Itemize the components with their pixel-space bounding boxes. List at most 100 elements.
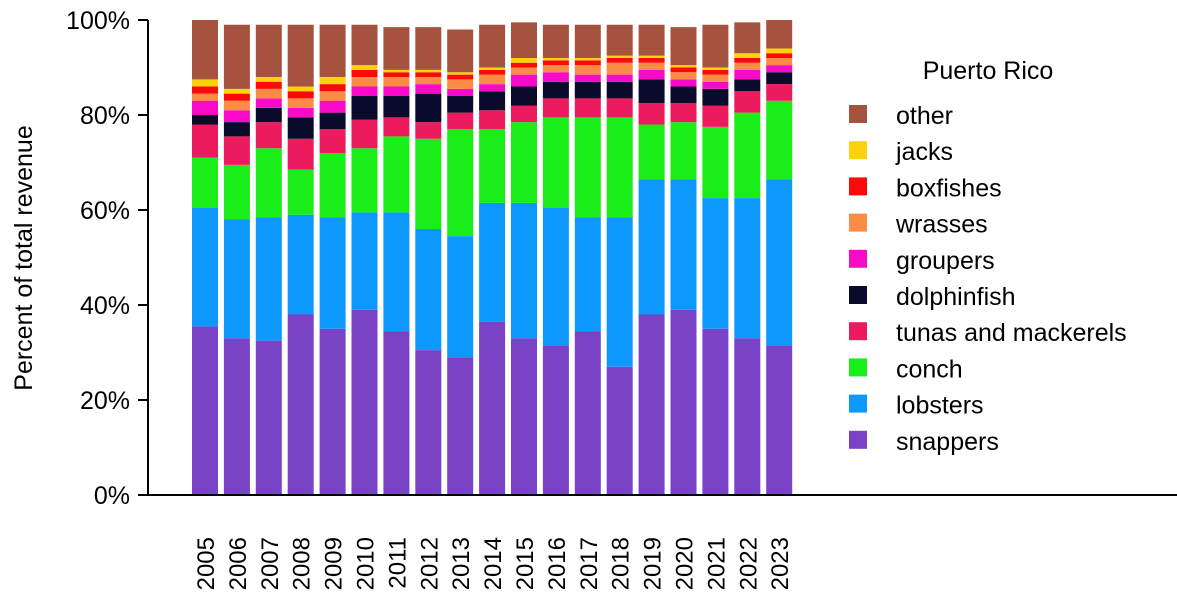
bar-segment-dolphinfish-2006: [223, 122, 250, 137]
bar-segment-conch-2009: [319, 153, 346, 218]
x-tick-label-2005: 2005: [193, 537, 220, 590]
legend-swatch-conch: [849, 358, 867, 377]
legend-label-other: other: [896, 102, 953, 130]
legend-swatch-tunas-and-mackerels: [849, 322, 867, 341]
bar-segment-boxfishes-2006: [223, 93, 250, 101]
bar-segment-tunas-and-mackerels-2008: [287, 138, 314, 170]
bar-segment-snappers-2012: [415, 350, 442, 496]
bar-segment-tunas-and-mackerels-2023: [766, 84, 793, 101]
bar-segment-jacks-2014: [479, 67, 506, 70]
bar-segment-groupers-2015: [511, 74, 537, 87]
x-tick-label-2020: 2020: [672, 537, 699, 590]
bar-segment-tunas-and-mackerels-2019: [638, 103, 665, 125]
bar-segment-wrasses-2011: [383, 77, 410, 87]
bar-segment-boxfishes-2020: [670, 67, 697, 73]
bar-segment-tunas-and-mackerels-2016: [542, 98, 569, 118]
legend-swatch-jacks: [849, 141, 867, 160]
bar-segment-tunas-and-mackerels-2009: [319, 129, 346, 153]
bar-segment-conch-2005: [192, 157, 218, 208]
bar-segment-dolphinfish-2014: [479, 91, 506, 111]
bar-segment-groupers-2017: [574, 74, 601, 82]
x-tick-labels: 2005 2006 2007 2008 2009 2010 2011 2012 2013 2014…: [193, 537, 794, 590]
x-tick-label-2009: 2009: [321, 537, 348, 590]
x-tick-label-2016: 2016: [544, 537, 571, 590]
y-tick-label: 60%: [80, 197, 130, 225]
bar-segment-lobsters-2016: [542, 207, 569, 346]
x-tick-label-2023: 2023: [767, 537, 794, 590]
bar-segment-boxfishes-2007: [255, 81, 282, 89]
bar-segment-conch-2010: [351, 148, 378, 213]
bar-segment-snappers-2013: [447, 357, 474, 495]
bar-segment-groupers-2006: [223, 110, 250, 123]
bar-segment-tunas-and-mackerels-2005: [192, 124, 218, 158]
bar-segment-snappers-2023: [766, 345, 793, 496]
bar-segment-conch-2017: [574, 117, 601, 218]
bar-segment-dolphinfish-2021: [702, 88, 729, 106]
bar-segment-groupers-2010: [351, 86, 378, 96]
bar-segment-wrasses-2019: [638, 62, 665, 70]
bar-segment-other-2018: [606, 24, 633, 56]
legend-label-conch: conch: [896, 355, 963, 383]
bar-segment-jacks-2019: [638, 55, 665, 59]
x-tick-label-2021: 2021: [703, 537, 730, 590]
bar-segment-dolphinfish-2023: [766, 72, 793, 85]
bar-segment-wrasses-2018: [606, 62, 633, 75]
bar-segment-boxfishes-2011: [383, 72, 410, 77]
x-tick-label-2019: 2019: [640, 537, 667, 590]
bar-segment-lobsters-2021: [702, 198, 729, 329]
bar-segment-groupers-2018: [606, 74, 633, 82]
bar-segment-other-2022: [734, 22, 761, 54]
y-tick-label: 0%: [94, 482, 130, 510]
legend-swatch-lobsters: [849, 394, 867, 413]
x-tick-label-2007: 2007: [257, 537, 284, 590]
bar-segment-tunas-and-mackerels-2020: [670, 103, 697, 123]
bar-segment-lobsters-2015: [511, 202, 537, 339]
bar-segment-snappers-2005: [192, 326, 218, 496]
bar-segment-boxfishes-2021: [702, 69, 729, 75]
bar-segment-other-2007: [255, 24, 282, 77]
bar-segment-boxfishes-2013: [447, 74, 474, 80]
bar-segment-wrasses-2023: [766, 58, 793, 66]
bar-segment-other-2010: [351, 24, 378, 66]
bar-segment-dolphinfish-2017: [574, 81, 601, 99]
y-tick-label: 80%: [80, 102, 130, 130]
bar-segment-groupers-2023: [766, 65, 793, 73]
legend-title: Puerto Rico: [923, 57, 1054, 85]
bar-segment-tunas-and-mackerels-2007: [255, 122, 282, 149]
bar-segment-conch-2006: [223, 164, 250, 220]
bar-segment-groupers-2005: [192, 100, 218, 115]
bar-segment-snappers-2014: [479, 321, 506, 496]
legend-swatch-snappers: [849, 430, 867, 449]
y-axis-label: Percent of total revenue: [10, 125, 38, 390]
bar-segment-groupers-2012: [415, 84, 442, 94]
bar-segment-jacks-2013: [447, 72, 474, 75]
bar-segment-wrasses-2012: [415, 77, 442, 85]
bar-segment-other-2009: [319, 24, 346, 77]
bar-segment-other-2008: [287, 24, 314, 87]
bar-segment-tunas-and-mackerels-2006: [223, 136, 250, 165]
x-tick-label-2018: 2018: [608, 537, 635, 590]
bar-segment-dolphinfish-2012: [415, 93, 442, 123]
bar-segment-wrasses-2017: [574, 65, 601, 75]
bar-segment-wrasses-2007: [255, 88, 282, 99]
bar-segment-jacks-2020: [670, 65, 697, 68]
bar-segment-conch-2019: [638, 124, 665, 180]
bar-segment-snappers-2020: [670, 309, 697, 495]
bar-segment-snappers-2009: [319, 328, 346, 495]
bar-segment-lobsters-2018: [606, 217, 633, 367]
x-tick-label-2022: 2022: [735, 537, 762, 590]
bar-segment-conch-2015: [511, 122, 537, 203]
bar-segment-groupers-2016: [542, 72, 569, 82]
bar-segment-snappers-2021: [702, 328, 729, 495]
bar-segment-tunas-and-mackerels-2021: [702, 105, 729, 127]
bar-segment-other-2006: [223, 24, 250, 89]
bar-segment-groupers-2013: [447, 88, 474, 97]
bar-segment-dolphinfish-2022: [734, 79, 761, 92]
bar-segment-tunas-and-mackerels-2022: [734, 91, 761, 113]
bar-segment-boxfishes-2008: [287, 91, 314, 99]
bar-segment-boxfishes-2005: [192, 86, 218, 94]
bar-segment-jacks-2009: [319, 77, 346, 85]
bar-segment-lobsters-2013: [447, 236, 474, 358]
bar-segment-boxfishes-2018: [606, 58, 633, 63]
x-tick-label-2011: 2011: [384, 537, 411, 589]
